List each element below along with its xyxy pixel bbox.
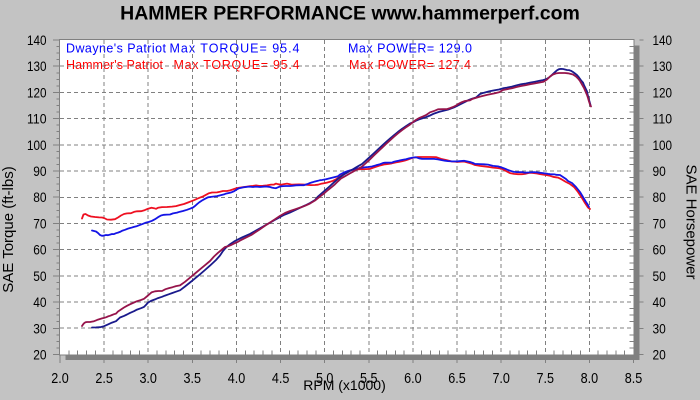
svg-text:130: 130: [27, 58, 47, 74]
svg-text:120: 120: [653, 84, 673, 100]
svg-text:140: 140: [27, 32, 47, 48]
svg-text:60: 60: [653, 242, 666, 258]
svg-text:20: 20: [33, 347, 46, 363]
svg-text:8.5: 8.5: [625, 371, 643, 387]
svg-text:2.0: 2.0: [51, 371, 69, 387]
svg-text:110: 110: [653, 111, 673, 127]
svg-text:3.5: 3.5: [184, 371, 202, 387]
svg-text:Dwayne's Patriot: Dwayne's Patriot: [66, 42, 167, 56]
svg-text:30: 30: [33, 320, 46, 336]
svg-text:40: 40: [653, 294, 666, 310]
svg-text:20: 20: [653, 347, 666, 363]
svg-text:6.0: 6.0: [404, 371, 422, 387]
svg-text:140: 140: [653, 32, 673, 48]
svg-text:7.5: 7.5: [537, 371, 555, 387]
svg-text:Max POWER= 127.4: Max POWER= 127.4: [349, 58, 471, 72]
svg-text:7.0: 7.0: [492, 371, 510, 387]
svg-text:RPM (x1000): RPM (x1000): [303, 377, 385, 393]
svg-text:40: 40: [33, 294, 46, 310]
svg-text:5.5: 5.5: [360, 371, 378, 387]
svg-text:60: 60: [33, 242, 46, 258]
svg-text:8.0: 8.0: [581, 371, 599, 387]
svg-text:110: 110: [27, 111, 47, 127]
svg-text:50: 50: [653, 268, 666, 284]
svg-text:130: 130: [653, 58, 673, 74]
svg-text:70: 70: [33, 216, 46, 232]
svg-text:3.0: 3.0: [139, 371, 157, 387]
svg-text:80: 80: [33, 189, 46, 205]
svg-text:2.5: 2.5: [95, 371, 113, 387]
svg-text:90: 90: [33, 163, 46, 179]
svg-text:6.5: 6.5: [448, 371, 466, 387]
svg-text:100: 100: [653, 137, 673, 153]
svg-text:120: 120: [27, 84, 47, 100]
svg-text:4.5: 4.5: [272, 371, 290, 387]
svg-text:5.0: 5.0: [316, 371, 334, 387]
svg-text:SAE Horsepower: SAE Horsepower: [683, 164, 700, 279]
svg-text:70: 70: [653, 216, 666, 232]
svg-text:80: 80: [653, 189, 666, 205]
svg-text:100: 100: [27, 137, 47, 153]
svg-text:Max POWER= 129.0: Max POWER= 129.0: [348, 42, 472, 56]
svg-text:Hammer's Patriot: Hammer's Patriot: [66, 58, 164, 72]
svg-text:90: 90: [653, 163, 666, 179]
svg-text:4.0: 4.0: [228, 371, 246, 387]
svg-text:SAE Torque (ft-lbs): SAE Torque (ft-lbs): [0, 166, 17, 292]
svg-text:30: 30: [653, 320, 666, 336]
svg-text:HAMMER PERFORMANCE www.hammerp: HAMMER PERFORMANCE www.hammerperf.com: [120, 3, 580, 25]
svg-text:Max TORQUE= 95.4: Max TORQUE= 95.4: [170, 42, 300, 56]
svg-text:50: 50: [33, 268, 46, 284]
